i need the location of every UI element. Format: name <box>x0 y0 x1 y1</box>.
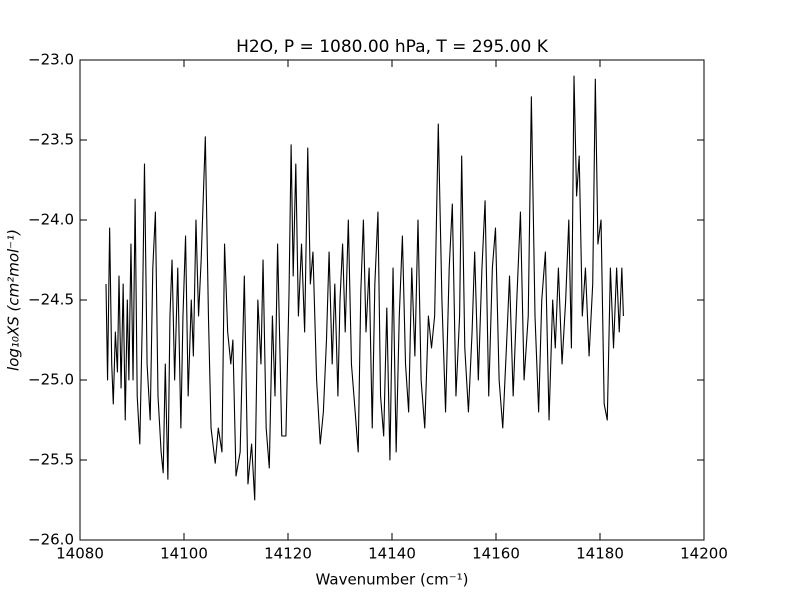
y-tick-label: −23.0 <box>28 51 74 69</box>
y-axis-label: log₁₀XS (cm²mol⁻¹) <box>5 229 23 371</box>
x-tick-label: 14200 <box>680 545 728 563</box>
x-tick-label: 14160 <box>472 545 520 563</box>
y-tick-label: −25.5 <box>28 451 74 469</box>
y-tick-label: −26.0 <box>28 531 74 549</box>
x-tick-label: 14100 <box>160 545 208 563</box>
y-tick-label: −25.0 <box>28 371 74 389</box>
y-tick-label: −24.0 <box>28 211 74 229</box>
x-tick-label: 14080 <box>56 545 104 563</box>
spectrum-line <box>105 75 624 501</box>
x-axis-label: Wavenumber (cm⁻¹) <box>316 571 469 589</box>
x-tick-label: 14180 <box>576 545 624 563</box>
y-tick-label: −23.5 <box>28 131 74 149</box>
x-tick-label: 14140 <box>368 545 416 563</box>
y-tick-label: −24.5 <box>28 291 74 309</box>
x-tick-label: 14120 <box>264 545 312 563</box>
chart-title: H2O, P = 1080.00 hPa, T = 295.00 K <box>236 37 549 57</box>
